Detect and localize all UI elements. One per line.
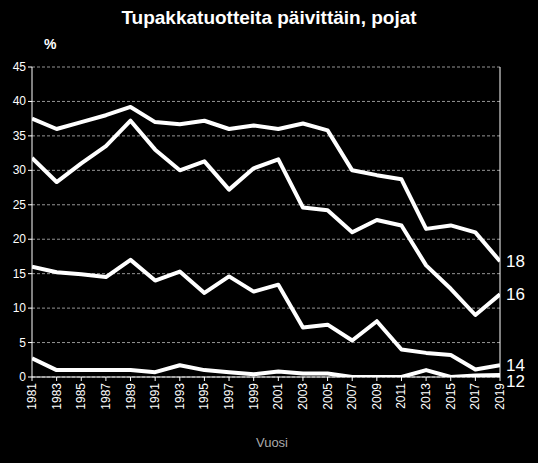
plot-area — [32, 107, 500, 377]
tick-label: 5 — [19, 336, 26, 350]
series-line — [32, 107, 500, 261]
tick — [155, 377, 156, 381]
tick-label: 2009 — [370, 383, 384, 410]
chart: Tupakkatuotteita päivittäin, pojat% 0 5 10 1… — [0, 0, 538, 463]
tick-label: 2001 — [271, 383, 285, 410]
tick — [204, 377, 205, 381]
tick-label: 1993 — [173, 383, 187, 410]
tick-label: 0 — [19, 370, 26, 384]
tick — [426, 377, 427, 381]
tick-label: 2007 — [345, 383, 359, 410]
background — [0, 0, 538, 463]
tick — [302, 377, 303, 381]
tick-label: 1981 — [25, 383, 39, 410]
tick-label: 25 — [13, 198, 27, 212]
tick-label: 2017 — [468, 383, 482, 410]
grid-line — [32, 342, 500, 343]
series-label: 16 — [506, 285, 525, 304]
tick-label: 2015 — [444, 383, 458, 410]
grid-line — [32, 273, 500, 274]
series-label: 18 — [506, 252, 525, 271]
tick — [253, 377, 254, 381]
series-line — [32, 358, 500, 377]
y-axis-label: % — [44, 36, 57, 52]
tick-label: 45 — [13, 60, 27, 74]
tick-label: 2019 — [493, 383, 507, 410]
tick — [32, 377, 33, 381]
tick-label: 1983 — [50, 383, 64, 410]
tick-label: 1995 — [197, 383, 211, 410]
series-label: 12 — [506, 372, 525, 391]
tick-label: 1991 — [148, 383, 162, 410]
tick — [500, 377, 501, 381]
x-axis — [32, 377, 500, 378]
y-axis — [32, 67, 33, 377]
grid-line — [32, 204, 500, 205]
tick — [28, 239, 32, 240]
tick — [376, 377, 377, 381]
x-axis-label: Vuosi — [256, 435, 288, 450]
grid-line — [32, 101, 500, 102]
tick — [130, 377, 131, 381]
grid-line — [32, 135, 500, 136]
tick — [28, 135, 32, 136]
tick — [352, 377, 353, 381]
series-line — [32, 121, 500, 315]
tick — [401, 377, 402, 381]
tick-label: 2003 — [296, 383, 310, 410]
tick — [278, 377, 279, 381]
tick — [28, 273, 32, 274]
tick — [28, 101, 32, 102]
grid-line — [32, 377, 500, 378]
tick-label: 1989 — [124, 383, 138, 410]
tick-label: 1985 — [74, 383, 88, 410]
tick-label: 1999 — [247, 383, 261, 410]
grid-line — [32, 239, 500, 240]
tick-label: 40 — [13, 94, 27, 108]
tick-label: 2005 — [321, 383, 335, 410]
tick — [28, 170, 32, 171]
tick — [56, 377, 57, 381]
tick-label: 35 — [13, 129, 27, 143]
tick-label: 20 — [13, 232, 27, 246]
grid-line — [32, 308, 500, 309]
tick — [81, 377, 82, 381]
tick — [450, 377, 451, 381]
tick — [28, 67, 32, 68]
tick — [28, 377, 32, 378]
title: Tupakkatuotteita päivittäin, pojat — [121, 7, 417, 28]
tick-label: 1987 — [99, 383, 113, 410]
tick — [28, 308, 32, 309]
tick-label: 1997 — [222, 383, 236, 410]
tick-label: 30 — [13, 163, 27, 177]
tick-label: 2013 — [419, 383, 433, 410]
tick — [327, 377, 328, 381]
series-line — [32, 260, 500, 370]
tick — [179, 377, 180, 381]
grid-line — [32, 67, 500, 68]
tick-label: 15 — [13, 267, 27, 281]
tick — [229, 377, 230, 381]
tick-label: 10 — [13, 301, 27, 315]
tick-label: 2011 — [394, 383, 408, 409]
grid-line — [32, 170, 500, 171]
frame — [500, 67, 501, 377]
tick — [105, 377, 106, 381]
tick — [28, 342, 32, 343]
tick — [28, 204, 32, 205]
tick — [475, 377, 476, 381]
